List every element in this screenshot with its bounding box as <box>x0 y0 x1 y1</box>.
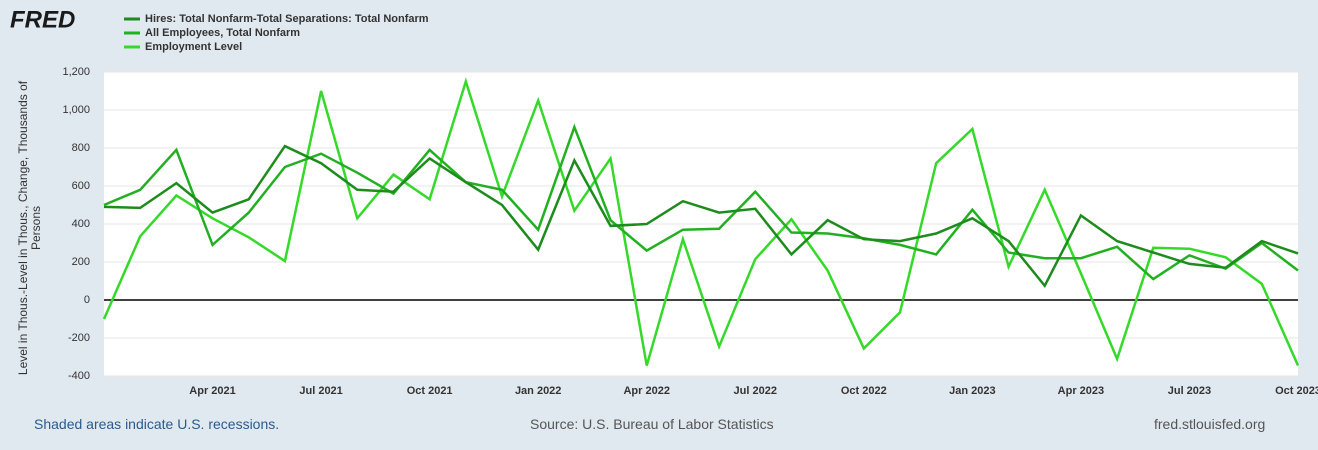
x-tick-label: Oct 2022 <box>841 385 887 397</box>
recession-note: Shaded areas indicate U.S. recessions. <box>34 416 280 432</box>
y-tick-label: 1,200 <box>62 66 90 78</box>
x-tick-label: Oct 2023 <box>1275 385 1318 397</box>
x-tick-label: Jul 2021 <box>299 385 342 397</box>
x-tick-label: Apr 2022 <box>623 385 669 397</box>
x-tick-label: Jul 2022 <box>734 385 777 397</box>
logo: FRED <box>10 6 75 33</box>
source: Source: U.S. Bureau of Labor Statistics <box>530 416 774 432</box>
y-tick-label: 400 <box>72 218 90 230</box>
x-tick-label: Oct 2021 <box>407 385 453 397</box>
x-tick-label: Jul 2023 <box>1168 385 1211 397</box>
legend-label: All Employees, Total Nonfarm <box>145 27 300 39</box>
y-tick-label: 200 <box>72 256 90 268</box>
y-tick-label: 600 <box>72 180 90 192</box>
y-tick-label: -200 <box>68 332 90 344</box>
legend-label: Hires: Total Nonfarm-Total Separations: … <box>145 13 429 25</box>
x-tick-label: Jan 2023 <box>949 385 995 397</box>
series-line <box>103 144 1299 289</box>
site: fred.stlouisfed.org <box>1154 416 1266 432</box>
series-line <box>102 77 1300 367</box>
y-tick-label: 1,000 <box>62 104 90 116</box>
y-axis-label: Level in Thous.-Level in Thous., Change,… <box>16 80 43 376</box>
chart: FRED -400 -200 0 200 400 600 800 1,000 1,200 Apr … <box>10 6 1318 397</box>
y-tick-label: 0 <box>84 294 90 306</box>
y-tick-label: -400 <box>68 370 90 382</box>
x-tick-label: Apr 2023 <box>1058 385 1104 397</box>
x-tick-label: Jan 2022 <box>515 385 561 397</box>
x-tick-label: Apr 2021 <box>189 385 235 397</box>
y-tick-label: 800 <box>72 142 90 154</box>
series-line <box>103 123 1299 281</box>
legend-label: Employment Level <box>145 41 242 53</box>
